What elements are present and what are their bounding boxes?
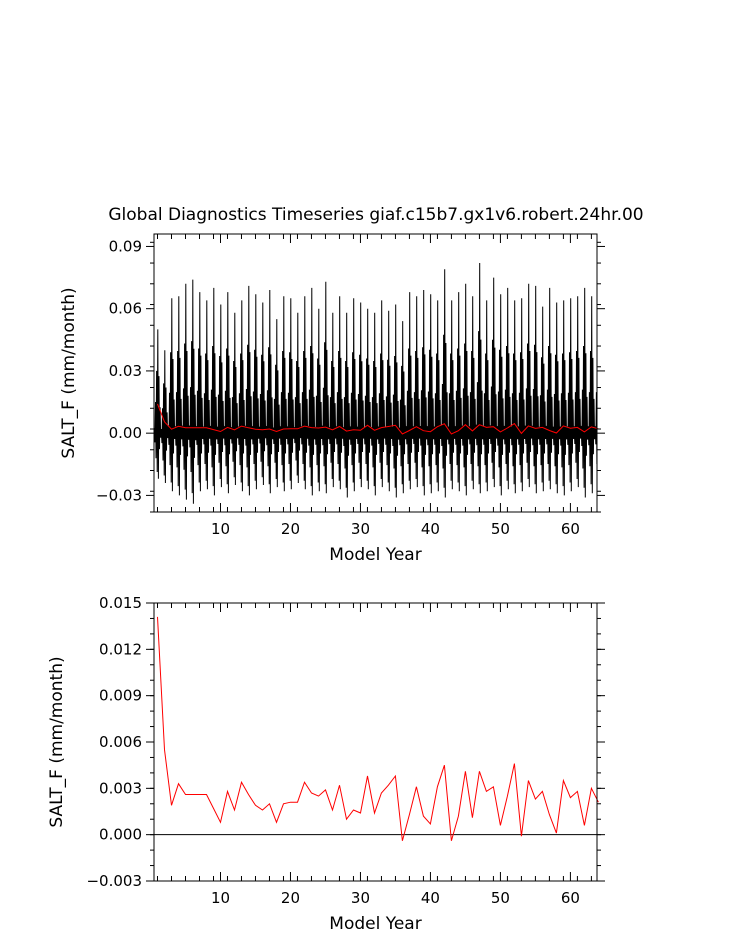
x-tick-label: 20	[281, 520, 300, 538]
x-tick-label: 10	[211, 520, 230, 538]
chart-title: Global Diagnostics Timeseries giaf.c15b7…	[108, 205, 643, 225]
top-timeseries-panel: 10 20 30 40 50 60 −0.03 0.00 0.03 0.06 0.09 Model Y…	[59, 233, 605, 565]
series-line-1	[157, 616, 599, 841]
y-tick-label: 0.015	[99, 594, 142, 612]
x-tick-label: 60	[561, 520, 580, 538]
x-tick-label: 40	[421, 889, 440, 907]
series-line-2	[157, 403, 599, 435]
plot-frame	[153, 602, 598, 882]
x-axis-label: Model Year	[329, 914, 421, 934]
plot-frame	[153, 233, 598, 513]
y-tick-label: 0.006	[99, 733, 142, 751]
y-axis-label: SALT_F (mm/month)	[59, 287, 79, 458]
x-tick-label: 50	[491, 520, 510, 538]
x-axis-label: Model Year	[329, 545, 421, 565]
y-tick-label: −0.03	[96, 486, 142, 504]
x-tick-label: 60	[561, 889, 580, 907]
y-tick-label: 0.003	[99, 779, 142, 797]
y-axis-label: SALT_F (mm/month)	[47, 656, 67, 827]
x-tick-label: 30	[351, 889, 370, 907]
y-tick-label: 0.012	[99, 640, 142, 658]
y-tick-label: 0.09	[109, 237, 142, 255]
bottom-annual-mean-panel: 10 20 30 40 50 60 −0.003 0.000 0.003 0.006 0.009 0.…	[47, 594, 605, 934]
x-tick-label: 40	[421, 520, 440, 538]
y-tick-label: 0.009	[99, 687, 142, 705]
x-tick-label: 20	[281, 889, 300, 907]
x-tick-label: 50	[491, 889, 510, 907]
y-tick-label: −0.003	[86, 872, 142, 890]
y-tick-label: 0.03	[109, 362, 142, 380]
series-line-1	[153, 262, 598, 504]
y-tick-label: 0.00	[109, 424, 142, 442]
y-tick-label: 0.000	[99, 826, 142, 844]
x-tick-label: 30	[351, 520, 370, 538]
x-tick-label: 10	[211, 889, 230, 907]
y-tick-label: 0.06	[109, 300, 142, 318]
